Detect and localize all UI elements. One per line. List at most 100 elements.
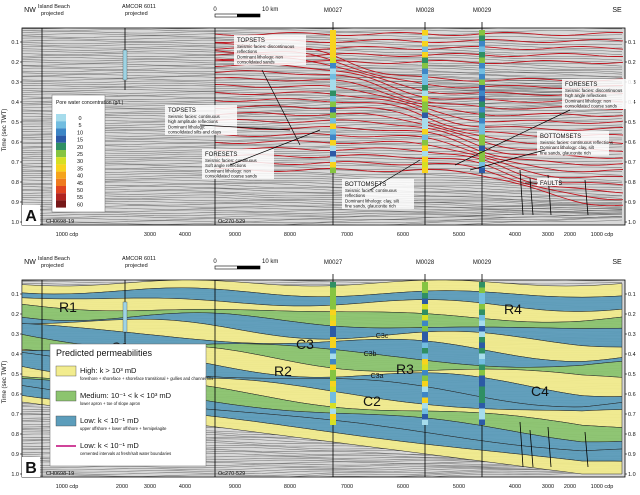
y-tick-label: 1.0 — [11, 472, 19, 478]
well-log — [479, 392, 485, 398]
legend-label: 40 — [77, 174, 83, 180]
well-log — [422, 375, 428, 381]
well-log — [479, 304, 485, 310]
y-tick-label: 0.7 — [628, 160, 636, 166]
legend-swatch — [56, 171, 66, 179]
annotation-title: BOTTOMSETS — [345, 182, 386, 188]
seismic-reflector — [22, 89, 623, 94]
interpreted-horizon — [214, 126, 624, 166]
interpreted-horizon — [214, 161, 623, 201]
well-log — [422, 118, 428, 124]
well-log — [330, 375, 336, 381]
seismic-reflector — [31, 468, 623, 477]
well-log — [330, 107, 336, 113]
well-log — [422, 90, 428, 96]
well-log — [330, 326, 336, 332]
well-log — [330, 348, 336, 354]
well-log — [422, 74, 428, 80]
well-log — [479, 386, 485, 392]
well-name: M0027 — [324, 8, 343, 14]
well-log — [479, 123, 485, 129]
legend-swatch — [56, 114, 66, 122]
y-tick-label: 0.4 — [628, 352, 636, 358]
seismic-reflector — [22, 143, 623, 148]
legend-swatch — [55, 415, 77, 427]
y-tick-label: 0.8 — [628, 180, 636, 186]
annotation-line: fine sands, glauconite rich — [345, 204, 396, 209]
seismic-reflector — [22, 104, 622, 118]
y-tick-label: 0.9 — [11, 452, 19, 458]
well-log — [422, 167, 428, 173]
well-log — [479, 315, 485, 321]
legend-title: Predicted permeabilities — [56, 348, 153, 358]
well-log — [422, 403, 428, 409]
y-tick-label: 0.2 — [11, 312, 19, 318]
well-log — [422, 35, 428, 41]
well-log — [330, 35, 336, 41]
interpreted-horizon — [214, 168, 624, 207]
interpreted-horizon — [214, 84, 624, 124]
annotation-box — [537, 131, 609, 156]
well-log — [422, 57, 428, 63]
well-log — [479, 63, 485, 69]
scale-start: 0 — [213, 7, 217, 13]
well-log — [479, 419, 485, 425]
well-log — [422, 63, 428, 69]
seismic-reflector — [22, 121, 622, 133]
projected-well-name: AMCOR 6011 — [122, 256, 156, 262]
well-log — [479, 74, 485, 80]
well-log — [330, 342, 336, 348]
unit-label: R2 — [274, 363, 292, 379]
well-log — [330, 57, 336, 63]
legend-swatch — [56, 128, 66, 136]
well-log — [422, 386, 428, 392]
legend-label: 5 — [78, 123, 81, 129]
projected-well-note: projected — [125, 11, 148, 17]
well-log — [479, 162, 485, 168]
seismic-reflector — [22, 465, 623, 475]
legend-swatch — [55, 390, 77, 402]
seismic-reflector — [22, 203, 623, 209]
well-log — [479, 90, 485, 96]
x-tick-label: 4000 — [179, 232, 191, 238]
seismic-reflector — [22, 61, 623, 75]
well-log — [479, 85, 485, 91]
seismic-reflector — [22, 133, 623, 141]
y-tick-label: 0.4 — [11, 100, 19, 106]
seismic-reflector — [22, 129, 623, 139]
y-tick-label: 0.1 — [11, 40, 19, 46]
legend-label: Low: k < 10⁻¹ mD — [80, 441, 139, 450]
well-log — [330, 282, 336, 288]
annotation-box — [537, 178, 559, 186]
annotation-line: Seismic facies: continuous — [205, 158, 258, 163]
well-name: M0028 — [416, 260, 435, 266]
x-tick-label: 7000 — [341, 484, 353, 490]
well-log — [422, 326, 428, 332]
well-log — [330, 134, 336, 140]
fault — [584, 431, 589, 468]
well-log — [330, 85, 336, 91]
well-log — [479, 151, 485, 157]
well-log — [479, 287, 485, 293]
leader-line — [199, 124, 291, 131]
interpreted-horizon — [214, 32, 624, 36]
legend-swatch — [56, 135, 66, 143]
fault — [547, 426, 552, 468]
well-log — [330, 30, 336, 36]
seismic-reflector — [22, 82, 623, 88]
scale-end: 10 km — [262, 259, 278, 265]
legend-label: 30 — [77, 159, 83, 165]
seismic-reflector — [22, 74, 623, 84]
annotation-line: Seismic facies: discontinuous — [565, 88, 623, 93]
legend-detail: lower apron + toe of slope apron — [80, 401, 141, 406]
y-tick-label: 0.6 — [11, 392, 19, 398]
annotation-line: Seismic facies: discontinuous — [237, 44, 295, 49]
y-tick-label: 0.2 — [628, 60, 636, 66]
seismic-reflector — [22, 171, 623, 184]
y-tick-label: 0.9 — [11, 200, 19, 206]
well-log — [330, 118, 336, 124]
